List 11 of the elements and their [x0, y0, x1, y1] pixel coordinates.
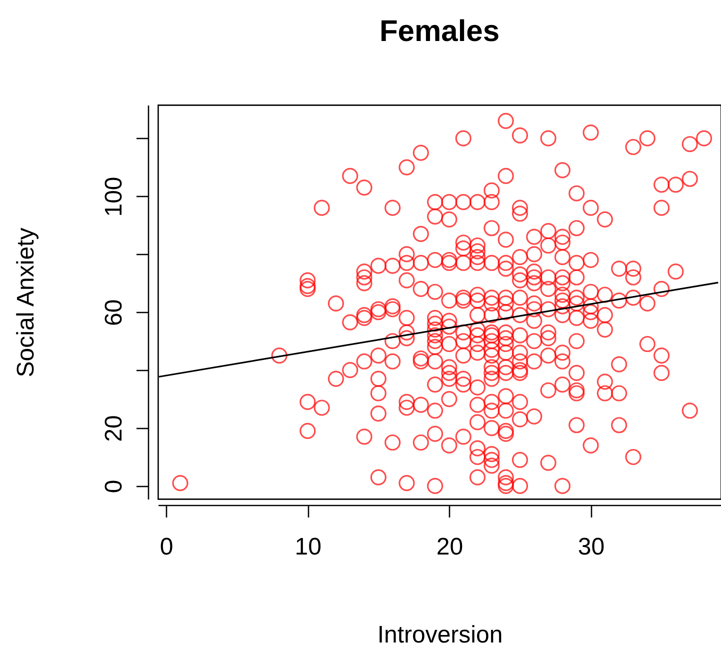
chart-title: Females — [379, 15, 500, 48]
y-axis-title: Social Anxiety — [12, 228, 40, 378]
y-tick-label: 0 — [100, 480, 128, 494]
x-tick-label: 0 — [160, 534, 174, 560]
x-axis-title: Introversion — [377, 622, 503, 648]
x-tick-label: 10 — [294, 534, 322, 560]
y-tick-label: 100 — [100, 176, 128, 217]
y-tick-label: 60 — [100, 299, 128, 326]
x-tick-label: 20 — [436, 534, 464, 560]
x-tick-label: 30 — [578, 534, 605, 560]
y-tick-label: 20 — [100, 415, 128, 442]
